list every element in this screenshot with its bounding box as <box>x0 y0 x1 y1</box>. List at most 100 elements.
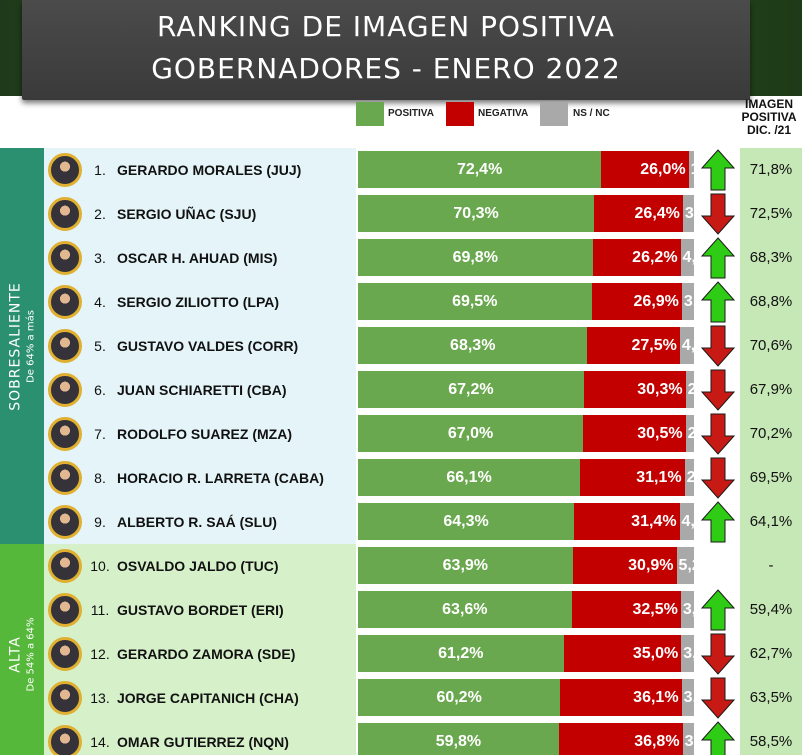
previous-column-header: IMAGEN POSITIVA DIC. /21 <box>736 98 802 137</box>
bar-nsnc: 4,3 <box>679 503 694 540</box>
previous-positive-value: 67,9% <box>749 381 793 398</box>
stacked-bar: 70,3%26,4%3,3 <box>358 195 694 232</box>
governor-avatar <box>48 197 82 231</box>
stacked-bar: 63,6%32,5%3,9 <box>358 591 694 628</box>
previous-header-line-3: DIC. /21 <box>746 123 791 137</box>
governor-name: SERGIO UÑAC (SJU) <box>117 206 257 222</box>
rank-number: 5. <box>94 338 106 354</box>
bar-nsnc: 5,2% <box>676 547 694 584</box>
previous-positive-value: 64,1% <box>749 513 793 530</box>
ranking-row: 9. ALBERTO R. SAÁ (SLU) 64,3%31,4%4,3 64,1% <box>0 500 802 544</box>
trend-down-arrow-icon <box>700 324 736 368</box>
bar-negative: 30,5% <box>583 415 686 452</box>
category-background <box>44 544 356 755</box>
rank-number: 6. <box>94 382 106 398</box>
governor-avatar <box>48 417 82 451</box>
stacked-bar: 59,8%36,8%3,4 <box>358 723 694 755</box>
ranking-row: 13. JORGE CAPITANICH (CHA) 60,2%36,1%3,7 63… <box>0 676 802 720</box>
governor-avatar <box>48 241 82 275</box>
previous-positive-value: 70,6% <box>749 337 793 354</box>
stacked-bar: 66,1%31,1%2,8 <box>358 459 694 496</box>
trend-down-arrow-icon <box>700 192 736 236</box>
bar-negative: 31,1% <box>580 459 685 496</box>
governor-name: OSCAR H. AHUAD (MIS) <box>117 250 278 266</box>
legend-label-positiva: POSITIVA <box>388 108 434 119</box>
rank-number: 11. <box>90 602 110 618</box>
trend-down-arrow-icon <box>700 632 736 676</box>
title-box: RANKING DE IMAGEN POSITIVA GOBERNADORES … <box>22 0 750 100</box>
previous-positive-value: - <box>768 557 774 574</box>
rank-number: 9. <box>94 514 106 530</box>
bar-positive: 63,9% <box>358 547 573 584</box>
ranking-row: 7. RODOLFO SUAREZ (MZA) 67,0%30,5%2,5 70,2% <box>0 412 802 456</box>
governor-name: OMAR GUTIERREZ (NQN) <box>117 734 289 750</box>
governor-avatar <box>48 725 82 755</box>
governor-name: RODOLFO SUAREZ (MZA) <box>117 426 292 442</box>
bar-nsnc: 3,4 <box>682 723 694 755</box>
bar-positive: 69,5% <box>358 283 592 320</box>
bar-positive: 64,3% <box>358 503 575 540</box>
rank-number: 1. <box>94 162 106 178</box>
ranking-row: 14. OMAR GUTIERREZ (NQN) 59,8%36,8%3,4 58,5… <box>0 720 802 755</box>
bar-negative: 30,3% <box>583 371 686 408</box>
bar-positive: 61,2% <box>358 635 564 672</box>
bar-negative: 32,5% <box>571 591 681 628</box>
stacked-bar: 67,2%30,3%2,5 <box>358 371 694 408</box>
bar-nsnc: 3,8 <box>681 635 694 672</box>
stacked-bar: 72,4%26,0%1,6 <box>358 151 694 188</box>
ranking-row: 8. HORACIO R. LARRETA (CABA) 66,1%31,1%2,8… <box>0 456 802 500</box>
legend-swatch-negativa <box>446 102 474 126</box>
rank-number: 3. <box>94 250 106 266</box>
governor-avatar <box>48 285 82 319</box>
bar-nsnc: 4,2 <box>679 327 694 364</box>
bar-positive: 63,6% <box>358 591 572 628</box>
ranking-row: 5. GUSTAVO VALDES (CORR) 68,3%27,5%4,2 70,6… <box>0 324 802 368</box>
stacked-bar: 60,2%36,1%3,7 <box>358 679 694 716</box>
governor-avatar <box>48 637 82 671</box>
previous-positive-value: 70,2% <box>749 425 793 442</box>
bar-negative: 26,9% <box>591 283 682 320</box>
rank-number: 2. <box>94 206 106 222</box>
governor-name: JUAN SCHIARETTI (CBA) <box>117 382 287 398</box>
category-band <box>0 544 44 755</box>
ranking-row: 3. OSCAR H. AHUAD (MIS) 69,8%26,2%4,0 68,3% <box>0 236 802 280</box>
bar-negative: 36,8% <box>558 723 683 755</box>
category-background <box>44 148 356 544</box>
bar-positive: 66,1% <box>358 459 581 496</box>
governor-name: SERGIO ZILIOTTO (LPA) <box>117 294 280 310</box>
category-band <box>0 148 44 544</box>
previous-header-line-1: IMAGEN <box>745 97 793 111</box>
governor-avatar <box>48 373 82 407</box>
rank-number: 8. <box>94 470 106 486</box>
stacked-bar: 68,3%27,5%4,2 <box>358 327 694 364</box>
rank-number: 12. <box>90 646 110 662</box>
trend-down-arrow-icon <box>700 676 736 720</box>
bar-nsnc: 3,9 <box>680 591 694 628</box>
bar-negative: 26,2% <box>592 239 681 276</box>
bar-nsnc: 3,7 <box>681 679 694 716</box>
trend-up-arrow-icon <box>700 720 736 755</box>
trend-up-arrow-icon <box>700 236 736 280</box>
bar-positive: 72,4% <box>358 151 602 188</box>
ranking-row: 11. GUSTAVO BORDET (ERI) 63,6%32,5%3,9 59,4… <box>0 588 802 632</box>
ranking-row: 10. OSVALDO JALDO (TUC) 63,9%30,9%5,2% - <box>0 544 802 588</box>
governor-name: OSVALDO JALDO (TUC) <box>117 558 279 574</box>
ranking-row: 12. GERARDO ZAMORA (SDE) 61,2%35,0%3,8 62,7… <box>0 632 802 676</box>
previous-positive-value: 69,5% <box>749 469 793 486</box>
bar-negative: 30,9% <box>572 547 677 584</box>
previous-positive-value: 68,8% <box>749 293 793 310</box>
governor-name: GERARDO ZAMORA (SDE) <box>117 646 296 662</box>
bar-positive: 60,2% <box>358 679 561 716</box>
governor-name: GUSTAVO VALDES (CORR) <box>117 338 299 354</box>
stacked-bar: 61,2%35,0%3,8 <box>358 635 694 672</box>
bar-positive: 68,3% <box>358 327 588 364</box>
trend-down-arrow-icon <box>700 412 736 456</box>
bar-nsnc: 2,5 <box>685 371 694 408</box>
stacked-bar: 63,9%30,9%5,2% <box>358 547 694 584</box>
governor-avatar <box>48 505 82 539</box>
rank-number: 4. <box>94 294 106 310</box>
bar-nsnc: 2,8 <box>684 459 694 496</box>
bar-nsnc: 3,3 <box>682 195 694 232</box>
stacked-bar: 64,3%31,4%4,3 <box>358 503 694 540</box>
previous-positive-value: 58,5% <box>749 733 793 750</box>
